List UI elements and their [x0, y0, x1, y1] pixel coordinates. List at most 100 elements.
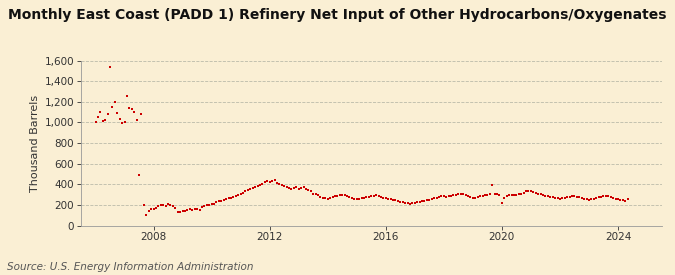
Point — [211, 200, 222, 205]
Point — [514, 192, 524, 196]
Point — [146, 207, 157, 211]
Point — [562, 195, 572, 199]
Point — [264, 180, 275, 184]
Point — [468, 196, 479, 200]
Point — [119, 120, 130, 125]
Point — [112, 111, 123, 115]
Point — [497, 201, 508, 205]
Point — [554, 196, 565, 201]
Point — [238, 190, 248, 195]
Point — [218, 197, 229, 202]
Point — [398, 200, 408, 205]
Point — [178, 209, 188, 213]
Point — [373, 194, 384, 198]
Point — [443, 194, 454, 198]
Point — [267, 179, 277, 183]
Point — [533, 191, 543, 196]
Point — [250, 185, 261, 189]
Point — [525, 189, 536, 194]
Point — [502, 193, 512, 198]
Point — [126, 107, 137, 111]
Point — [412, 200, 423, 205]
Point — [385, 197, 396, 201]
Point — [189, 207, 200, 211]
Point — [153, 204, 164, 208]
Point — [491, 192, 502, 196]
Point — [303, 188, 314, 192]
Point — [180, 208, 190, 213]
Point — [441, 194, 452, 199]
Point — [155, 203, 166, 207]
Point — [344, 194, 355, 199]
Point — [537, 193, 548, 197]
Point — [482, 192, 493, 197]
Point — [340, 193, 350, 197]
Point — [583, 197, 594, 202]
Point — [460, 193, 471, 197]
Point — [591, 196, 601, 200]
Point — [429, 196, 439, 200]
Point — [298, 185, 309, 189]
Point — [257, 182, 268, 186]
Point — [213, 199, 224, 204]
Point — [506, 193, 517, 197]
Point — [424, 197, 435, 202]
Point — [252, 184, 263, 189]
Point — [416, 199, 427, 204]
Point — [366, 194, 377, 198]
Point — [589, 196, 599, 201]
Point — [194, 207, 205, 212]
Point — [342, 193, 352, 198]
Point — [276, 183, 287, 187]
Point — [352, 197, 362, 201]
Point — [105, 65, 115, 69]
Point — [209, 202, 219, 206]
Point — [167, 204, 178, 209]
Point — [114, 117, 125, 122]
Point — [143, 209, 154, 213]
Point — [228, 194, 239, 199]
Point — [245, 187, 256, 191]
Point — [572, 194, 583, 199]
Point — [421, 198, 432, 202]
Point — [557, 196, 568, 200]
Point — [363, 194, 374, 199]
Point — [131, 118, 142, 123]
Point — [313, 193, 323, 197]
Point — [274, 182, 285, 186]
Point — [221, 196, 232, 201]
Point — [458, 192, 468, 196]
Point — [620, 199, 630, 203]
Point — [310, 192, 321, 196]
Point — [516, 191, 526, 196]
Point — [320, 196, 331, 200]
Point — [475, 194, 485, 198]
Point — [453, 192, 464, 196]
Point — [610, 196, 621, 201]
Point — [235, 191, 246, 196]
Point — [207, 202, 217, 207]
Point — [281, 185, 292, 189]
Point — [329, 194, 340, 198]
Point — [450, 192, 461, 197]
Point — [308, 191, 319, 196]
Point — [129, 110, 140, 114]
Point — [487, 183, 497, 187]
Point — [325, 196, 335, 200]
Point — [141, 213, 152, 217]
Point — [291, 185, 302, 189]
Point — [543, 194, 554, 198]
Point — [199, 204, 210, 209]
Point — [547, 195, 558, 199]
Point — [160, 204, 171, 208]
Point — [518, 190, 529, 195]
Point — [531, 190, 541, 195]
Point — [271, 181, 282, 185]
Point — [608, 196, 618, 200]
Point — [433, 194, 444, 199]
Y-axis label: Thousand Barrels: Thousand Barrels — [30, 94, 40, 192]
Point — [337, 192, 348, 197]
Point — [400, 201, 410, 205]
Point — [136, 112, 147, 116]
Point — [436, 193, 447, 198]
